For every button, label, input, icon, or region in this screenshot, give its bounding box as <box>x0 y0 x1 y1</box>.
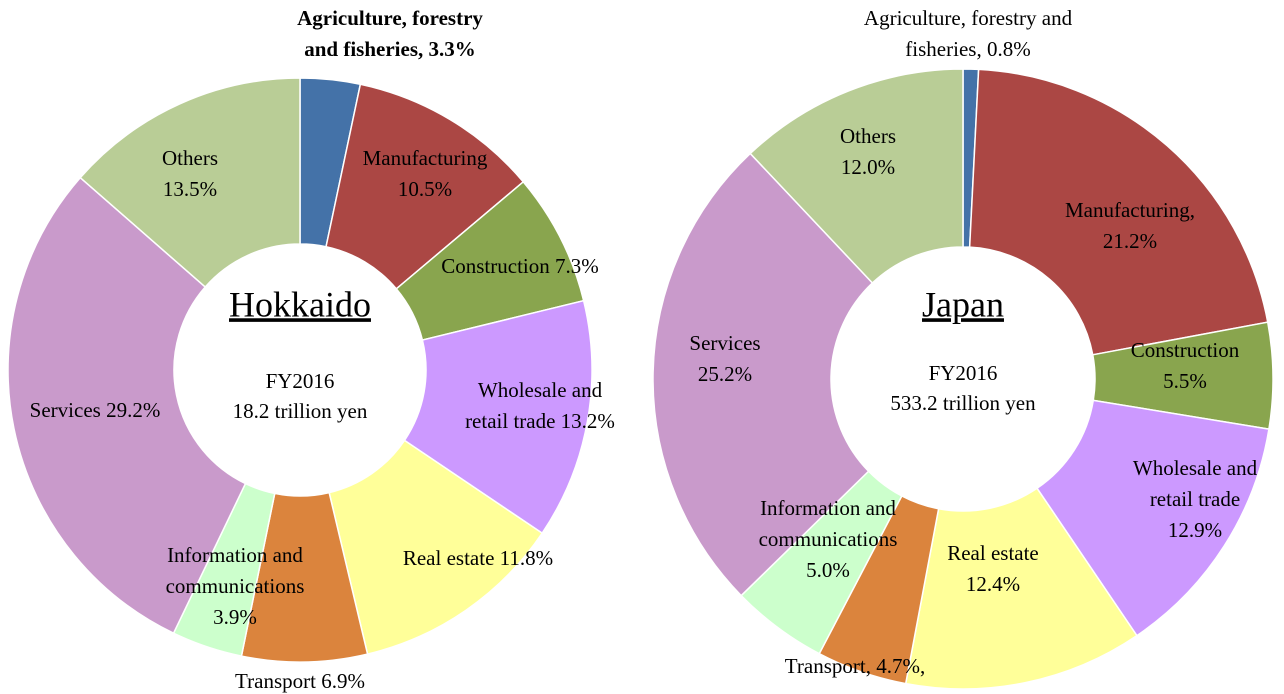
slice-label: Construction 7.3% <box>441 254 599 278</box>
slice-label: Information and communications 5.0% <box>759 496 898 582</box>
slice-label: Transport 6.9% <box>235 669 365 693</box>
donut-slice <box>749 68 964 285</box>
slice-label: Real estate 12.4% <box>947 541 1039 596</box>
slice-label: Construction 5.5% <box>1131 338 1240 393</box>
donut-slice <box>325 83 525 290</box>
slice-label: Agriculture, forestry and fisheries, 3.3% <box>297 6 483 61</box>
slice-label: Wholesale and retail trade 12.9% <box>1133 456 1258 542</box>
slice-label: Others 13.5% <box>162 146 218 201</box>
slice-label: Transport, 4.7%, <box>785 654 925 678</box>
slice-label: Wholesale and retail trade 13.2% <box>465 378 615 433</box>
slice-label: Real estate 11.8% <box>403 546 553 570</box>
slice-label: Manufacturing 10.5% <box>363 146 488 201</box>
slice-label: Services 29.2% <box>30 398 161 422</box>
donut-slice <box>652 152 874 597</box>
slice-label: Others 12.0% <box>840 124 896 179</box>
center-text: 18.2 trillion yen <box>233 399 368 423</box>
center-text: FY2016 <box>929 361 998 385</box>
donut-slice <box>1036 399 1270 637</box>
donut-slice <box>79 77 301 289</box>
donut-slice <box>904 487 1138 690</box>
center-title: Hokkaido <box>229 284 371 324</box>
center-title: Japan <box>922 284 1004 324</box>
donut-slice <box>968 68 1269 356</box>
donut-slice <box>328 439 544 655</box>
slice-label: Information and communications 3.9% <box>166 543 305 629</box>
donut-slice <box>7 176 247 635</box>
center-text: 533.2 trillion yen <box>890 391 1036 415</box>
center-text: FY2016 <box>266 369 335 393</box>
slice-label: Services 25.2% <box>689 331 760 386</box>
slice-label: Agriculture, forestry and fisheries, 0.8% <box>864 6 1073 61</box>
donut-slice <box>403 299 593 535</box>
slice-label: Manufacturing, 21.2% <box>1065 198 1195 253</box>
